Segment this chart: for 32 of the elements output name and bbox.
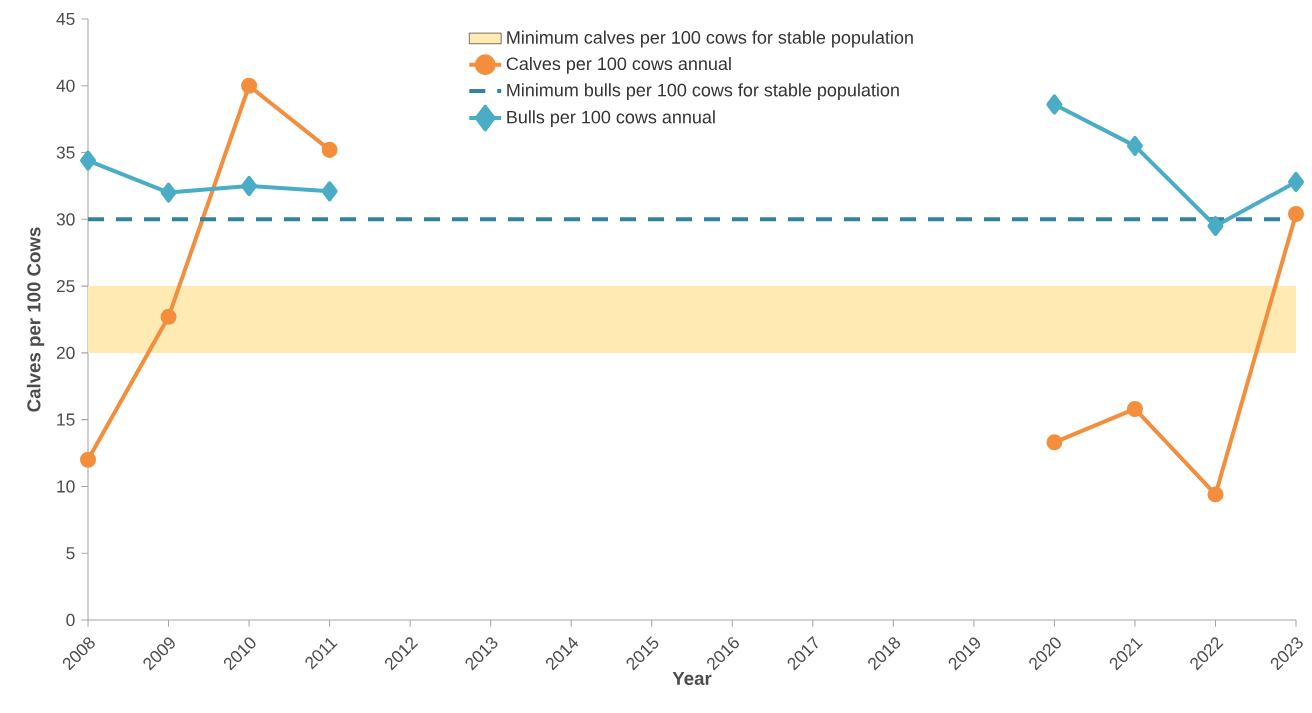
point bbox=[80, 150, 97, 171]
point bbox=[1046, 434, 1063, 451]
point bbox=[160, 182, 177, 203]
legend-label: Bulls per 100 cows annual bbox=[507, 110, 715, 128]
x-axis-title: Year bbox=[672, 672, 712, 686]
point bbox=[1207, 216, 1224, 236]
point bbox=[1126, 400, 1143, 417]
y-tick-label: 35 bbox=[56, 146, 75, 159]
point bbox=[80, 451, 97, 468]
point bbox=[1046, 94, 1063, 115]
y-tick-label: 5 bbox=[66, 547, 75, 560]
y-tick-label: 20 bbox=[56, 346, 75, 360]
y-tick-label: 25 bbox=[56, 279, 75, 293]
point bbox=[1288, 205, 1305, 222]
legend-label: Minimum bulls per 100 cows for stable population bbox=[507, 83, 899, 101]
point bbox=[241, 77, 258, 94]
point bbox=[321, 141, 338, 158]
y-tick-label: 40 bbox=[56, 79, 75, 92]
y-tick-label: 0 bbox=[66, 613, 75, 627]
y-tick-label: 15 bbox=[57, 413, 75, 426]
point bbox=[1207, 486, 1224, 503]
point bbox=[321, 181, 338, 202]
y-tick-label: 10 bbox=[57, 480, 75, 493]
y-tick-label: 30 bbox=[56, 213, 75, 226]
legend-label: Calves per 100 cows annual bbox=[506, 56, 731, 74]
y-tick-label: 45 bbox=[56, 12, 75, 26]
y-axis-title: Calves per 100 Cows bbox=[26, 227, 45, 412]
point bbox=[1288, 171, 1305, 192]
point bbox=[1126, 135, 1143, 156]
point bbox=[241, 175, 258, 196]
point bbox=[160, 308, 177, 325]
legend-label: Minimum calves per 100 cows for stable population bbox=[507, 30, 913, 48]
